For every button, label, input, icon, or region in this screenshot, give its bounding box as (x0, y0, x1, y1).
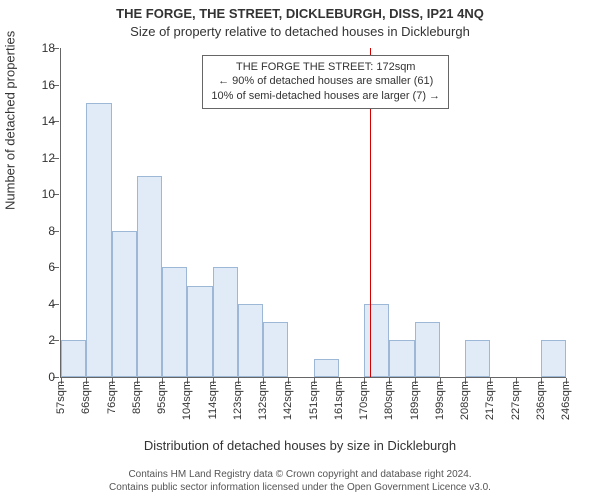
x-tick-label: 85sqm (131, 381, 143, 414)
histogram-bar (213, 267, 238, 377)
chart-title: THE FORGE, THE STREET, DICKLEBURGH, DISS… (0, 6, 600, 21)
footnote-line: Contains HM Land Registry data © Crown c… (0, 469, 600, 482)
x-tick-label: 208sqm (459, 381, 471, 420)
y-tick-label: 4 (29, 297, 55, 311)
histogram-bar (162, 267, 187, 377)
x-tick-label: 142sqm (282, 381, 294, 420)
annotation-line: THE FORGE THE STREET: 172sqm (211, 60, 440, 75)
footnote-line: Contains public sector information licen… (0, 482, 600, 495)
y-tick-label: 14 (29, 114, 55, 128)
x-tick-label: 95sqm (156, 381, 168, 414)
chart-subtitle: Size of property relative to detached ho… (0, 24, 600, 39)
x-tick-label: 104sqm (181, 381, 193, 420)
histogram-bar (541, 340, 566, 377)
y-tick-label: 12 (29, 151, 55, 165)
y-tick-label: 0 (29, 370, 55, 384)
chart-container: THE FORGE, THE STREET, DICKLEBURGH, DISS… (0, 0, 600, 500)
x-tick-label: 199sqm (434, 381, 446, 420)
y-tick-label: 16 (29, 78, 55, 92)
histogram-bar (314, 359, 339, 377)
x-tick-label: 180sqm (383, 381, 395, 420)
annotation-box: THE FORGE THE STREET: 172sqm ← 90% of de… (202, 55, 449, 110)
histogram-bar (263, 322, 288, 377)
y-tick-label: 10 (29, 187, 55, 201)
annotation-line: 10% of semi-detached houses are larger (… (211, 89, 440, 104)
histogram-bar (465, 340, 490, 377)
x-tick-label: 246sqm (560, 381, 572, 420)
x-tick-label: 170sqm (358, 381, 370, 420)
x-tick-label: 66sqm (80, 381, 92, 414)
y-tick-label: 6 (29, 260, 55, 274)
y-tick-label: 8 (29, 224, 55, 238)
footnote: Contains HM Land Registry data © Crown c… (0, 469, 600, 494)
histogram-bar (415, 322, 440, 377)
x-tick-label: 227sqm (510, 381, 522, 420)
histogram-bar (61, 340, 86, 377)
plot-area: 02468101214161857sqm66sqm76sqm85sqm95sqm… (60, 48, 566, 378)
histogram-bar (364, 304, 389, 377)
histogram-bar (112, 231, 137, 377)
x-tick-label: 57sqm (55, 381, 67, 414)
x-tick-label: 217sqm (484, 381, 496, 420)
x-tick-label: 114sqm (207, 381, 219, 419)
x-tick-label: 132sqm (257, 381, 269, 420)
x-tick-label: 236sqm (535, 381, 547, 420)
histogram-bar (187, 286, 212, 377)
x-axis-label: Distribution of detached houses by size … (0, 438, 600, 453)
x-tick-label: 151sqm (308, 381, 320, 420)
histogram-bar (137, 176, 162, 377)
x-tick-label: 161sqm (333, 381, 345, 420)
histogram-bar (389, 340, 414, 377)
y-tick-label: 2 (29, 333, 55, 347)
histogram-bar (86, 103, 111, 377)
annotation-line: ← 90% of detached houses are smaller (61… (211, 74, 440, 89)
x-tick-label: 76sqm (106, 381, 118, 414)
y-tick-label: 18 (29, 41, 55, 55)
x-tick-label: 123sqm (232, 381, 244, 420)
x-tick-label: 189sqm (409, 381, 421, 420)
y-axis-label: Number of detached properties (3, 31, 18, 210)
histogram-bar (238, 304, 263, 377)
